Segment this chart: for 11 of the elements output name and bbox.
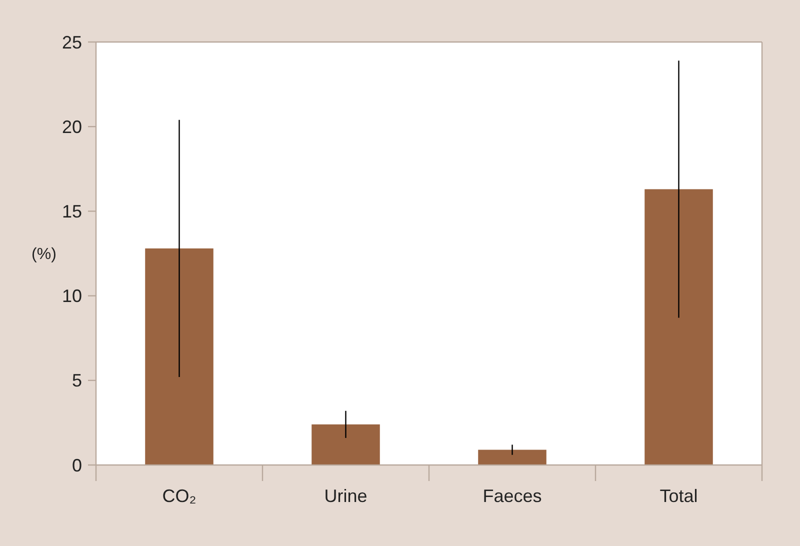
y-tick-label: 0 <box>72 455 82 476</box>
x-tick-label: Urine <box>324 486 368 506</box>
x-tick-label: Faeces <box>482 486 542 506</box>
y-tick-label: 20 <box>62 116 82 137</box>
y-tick-label: 25 <box>62 32 82 52</box>
x-tick-label: CO₂ <box>162 486 196 506</box>
y-tick-label: 5 <box>72 370 82 391</box>
y-tick-label: 10 <box>62 286 82 306</box>
y-tick-label: 15 <box>62 202 82 222</box>
y-axis-title: (%) <box>32 246 56 264</box>
x-tick-label: Total <box>660 486 698 506</box>
